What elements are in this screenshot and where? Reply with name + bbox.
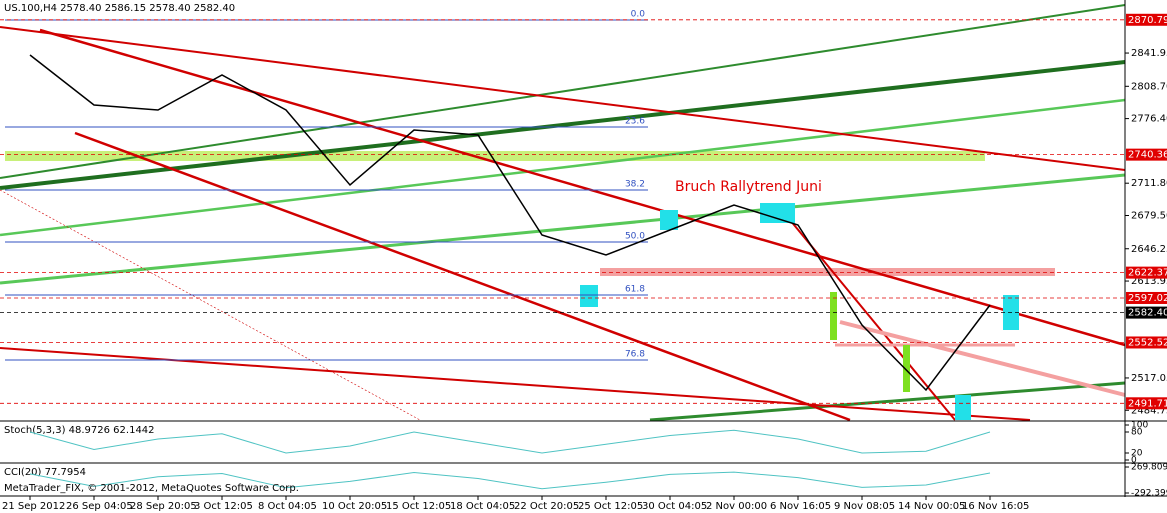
- marker: [580, 285, 598, 307]
- x-tick-label: 8 Oct 04:05: [258, 501, 317, 512]
- indicator-line: [29, 429, 991, 454]
- y-tick-label: 269.809: [1131, 463, 1167, 473]
- trendline: [839, 320, 1126, 397]
- y-tick-label: 100: [1131, 421, 1148, 431]
- indicator-label: Stoch(5,3,3) 48.9726 62.1442: [4, 425, 155, 436]
- trendline: [649, 381, 1126, 422]
- support-band: [5, 151, 985, 161]
- x-tick-label: 15 Oct 12:05: [386, 501, 451, 512]
- y-tick-label: 0: [1131, 456, 1137, 466]
- marker: [660, 210, 678, 230]
- annotation: Bruch Rallytrend Juni: [675, 179, 822, 195]
- trendline: [0, 26, 1126, 171]
- x-tick-label: 16 Nov 16:05: [962, 501, 1029, 512]
- price-label: 2582.40: [1128, 308, 1167, 319]
- y-tick-label: 2841.95: [1131, 48, 1167, 59]
- chart-title: US.100,H4 2578.40 2586.15 2578.40 2582.4…: [4, 3, 235, 14]
- x-tick-label: 28 Sep 20:05: [130, 501, 197, 512]
- marker: [760, 203, 795, 223]
- price-line-series: [29, 54, 991, 392]
- x-tick-label: 22 Oct 20:05: [514, 501, 579, 512]
- y-tick-label: 2776.40: [1131, 114, 1167, 125]
- y-tick-label: 2679.50: [1131, 211, 1167, 222]
- marker: [955, 395, 971, 420]
- y-tick-label: 80: [1131, 428, 1143, 438]
- trendline: [0, 98, 1126, 237]
- trendline: [0, 60, 1126, 190]
- y-tick-label: 2613.95: [1131, 276, 1167, 287]
- footer: MetaTrader_FIX, © 2001-2012, MetaQuotes …: [4, 483, 299, 494]
- marker: [903, 345, 910, 392]
- price-label: 2870.79: [1128, 15, 1167, 26]
- price-label-bg: [1126, 306, 1167, 319]
- price-label: 2740.36: [1128, 150, 1167, 161]
- y-tick-label: -292.399: [1131, 489, 1167, 499]
- x-tick-label: 18 Oct 04:05: [450, 501, 515, 512]
- x-tick-label: 10 Oct 20:05: [322, 501, 387, 512]
- marker: [830, 292, 837, 340]
- price-label: 2491.71: [1128, 398, 1167, 409]
- trendline: [0, 173, 1126, 285]
- y-tick-label: 2517.05: [1131, 373, 1167, 384]
- y-tick-label: 2711.80: [1131, 178, 1167, 189]
- x-tick-label: 6 Nov 16:05: [770, 501, 831, 512]
- price-label-bg: [1126, 148, 1167, 161]
- fib-label: 61.8: [625, 285, 645, 295]
- x-tick-label: 3 Oct 12:05: [194, 501, 253, 512]
- y-tick-label: 2808.70: [1131, 81, 1167, 92]
- indicator-line: [29, 471, 991, 490]
- price-label: 2552.52: [1128, 337, 1167, 348]
- x-tick-label: 25 Oct 12:05: [578, 501, 643, 512]
- y-tick-label: 20: [1131, 449, 1143, 459]
- x-tick-label: 9 Nov 08:05: [834, 501, 895, 512]
- trendline: [789, 219, 956, 421]
- fib-label: 23.6: [625, 117, 645, 127]
- x-tick-label: 30 Oct 04:05: [642, 501, 707, 512]
- y-tick-label: 2484.75: [1131, 405, 1167, 416]
- x-tick-label: 2 Nov 00:00: [706, 501, 767, 512]
- fib-label: 76.8: [625, 350, 645, 360]
- x-tick-label: 14 Nov 00:05: [898, 501, 965, 512]
- drawings: [0, 4, 1126, 422]
- x-tick-label: 26 Sep 04:05: [66, 501, 133, 512]
- fib-label: 38.2: [625, 180, 645, 190]
- trendline: [74, 131, 851, 422]
- indicator-label: CCI(20) 77.7954: [4, 467, 86, 478]
- trendline: [0, 4, 1126, 179]
- y-tick-label: 2646.25: [1131, 244, 1167, 255]
- chart-layer: 2841.95 2808.70 2776.40 2711.80 2679.50 2646.…: [0, 10, 1167, 512]
- price-label-bg: [1126, 13, 1167, 26]
- fib-label: 0.0: [631, 10, 646, 20]
- price-label-bg: [1126, 266, 1167, 279]
- x-tick-label: 21 Sep 2012: [2, 501, 65, 512]
- price-label: 2597.02: [1128, 293, 1167, 304]
- price-label: 2622.37: [1128, 268, 1167, 279]
- price-label-bg: [1126, 336, 1167, 349]
- trendline: [39, 28, 1126, 347]
- fib-label: 50.0: [625, 232, 645, 242]
- price-label-bg: [1126, 291, 1167, 304]
- price-label-bg: [1126, 397, 1167, 410]
